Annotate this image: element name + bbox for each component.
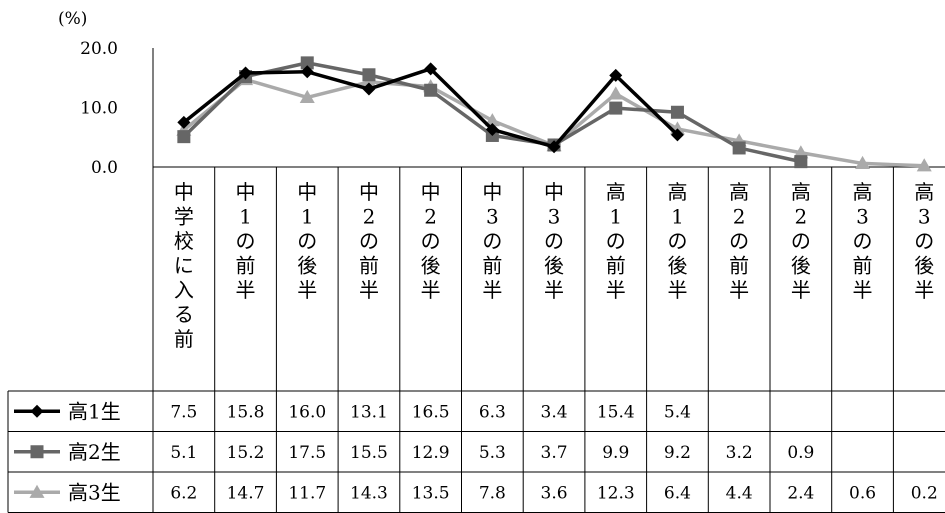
data-point xyxy=(608,86,624,100)
data-label: 16.5 xyxy=(412,402,450,422)
data-label: 9.9 xyxy=(602,443,629,463)
data-label: 15.8 xyxy=(227,402,265,422)
data-point xyxy=(793,145,809,159)
data-label: 3.6 xyxy=(541,483,568,503)
data-point xyxy=(300,65,314,79)
y-tick-label: 0.0 xyxy=(91,158,118,178)
data-label: 0.9 xyxy=(787,443,814,463)
legend-label: 高2生 xyxy=(68,440,121,464)
category-label: 中学校に入る前 xyxy=(174,180,194,351)
data-point xyxy=(239,66,253,80)
data-point xyxy=(299,89,315,104)
data-point xyxy=(670,105,684,119)
category-label: 高 1 の後半 xyxy=(667,180,687,302)
data-label: 14.3 xyxy=(350,483,388,503)
y-tick-label: 10.0 xyxy=(80,99,118,119)
data-point xyxy=(300,56,314,70)
category-label: 高 3 の前半 xyxy=(853,180,873,302)
unit-label: (%) xyxy=(58,9,87,29)
data-point xyxy=(547,140,561,154)
category-label: 中 2 の後半 xyxy=(421,180,441,302)
category-label: 高 2 の前半 xyxy=(729,180,749,302)
data-label: 17.5 xyxy=(288,443,326,463)
data-label: 16.0 xyxy=(288,402,326,422)
data-label: 12.3 xyxy=(597,483,635,503)
legend-label: 高1生 xyxy=(68,399,121,423)
data-point xyxy=(424,83,438,97)
category-label: 高 1 の前半 xyxy=(606,180,626,302)
data-point xyxy=(485,123,499,137)
data-point xyxy=(177,115,191,129)
data-point xyxy=(609,68,623,82)
series-line xyxy=(182,61,802,164)
legend-label: 高3生 xyxy=(68,480,121,504)
data-point xyxy=(424,62,438,76)
data-point xyxy=(177,130,191,144)
data-label: 5.4 xyxy=(664,402,691,422)
data-label: 15.4 xyxy=(597,402,635,422)
data-label: 13.1 xyxy=(350,402,388,422)
data-label: 13.5 xyxy=(412,483,450,503)
category-label: 高 2 の後半 xyxy=(791,180,811,302)
data-label: 3.4 xyxy=(541,402,568,422)
data-label: 0.6 xyxy=(849,483,876,503)
data-label: 7.5 xyxy=(170,402,197,422)
category-label: 中 1 の前半 xyxy=(236,180,256,302)
data-label: 6.2 xyxy=(170,483,197,503)
data-label: 3.7 xyxy=(541,443,568,463)
data-label: 11.7 xyxy=(288,483,326,503)
data-label: 15.2 xyxy=(227,443,265,463)
data-point xyxy=(855,155,871,170)
data-label: 6.3 xyxy=(479,402,506,422)
data-point xyxy=(609,101,623,115)
data-point xyxy=(362,82,376,96)
data-point xyxy=(732,141,746,155)
category-label: 中 3 の後半 xyxy=(544,180,564,302)
data-label: 3.2 xyxy=(726,443,753,463)
legend-marker xyxy=(30,445,44,459)
legend-marker xyxy=(30,404,44,418)
category-label: 中 2 の前半 xyxy=(359,180,379,302)
data-label: 14.7 xyxy=(227,483,265,503)
category-label: 中 3 の前半 xyxy=(482,180,502,302)
legend-marker xyxy=(29,484,45,498)
category-label: 中 1 の後半 xyxy=(297,180,317,302)
data-point xyxy=(484,113,500,127)
data-label: 7.8 xyxy=(479,483,506,503)
data-point xyxy=(362,68,376,82)
data-label: 6.4 xyxy=(664,483,691,503)
data-label: 15.5 xyxy=(350,443,388,463)
data-point xyxy=(916,158,932,172)
data-point xyxy=(670,128,684,142)
data-label: 5.1 xyxy=(170,443,197,463)
data-point xyxy=(794,155,808,169)
data-label: 5.3 xyxy=(479,443,506,463)
data-label: 0.2 xyxy=(911,483,938,503)
data-label: 2.4 xyxy=(787,483,814,503)
data-label: 9.2 xyxy=(664,443,691,463)
data-label: 4.4 xyxy=(726,483,753,503)
y-tick-label: 20.0 xyxy=(80,39,118,59)
category-label: 高 3 の後半 xyxy=(914,180,934,302)
data-label: 12.9 xyxy=(412,443,450,463)
